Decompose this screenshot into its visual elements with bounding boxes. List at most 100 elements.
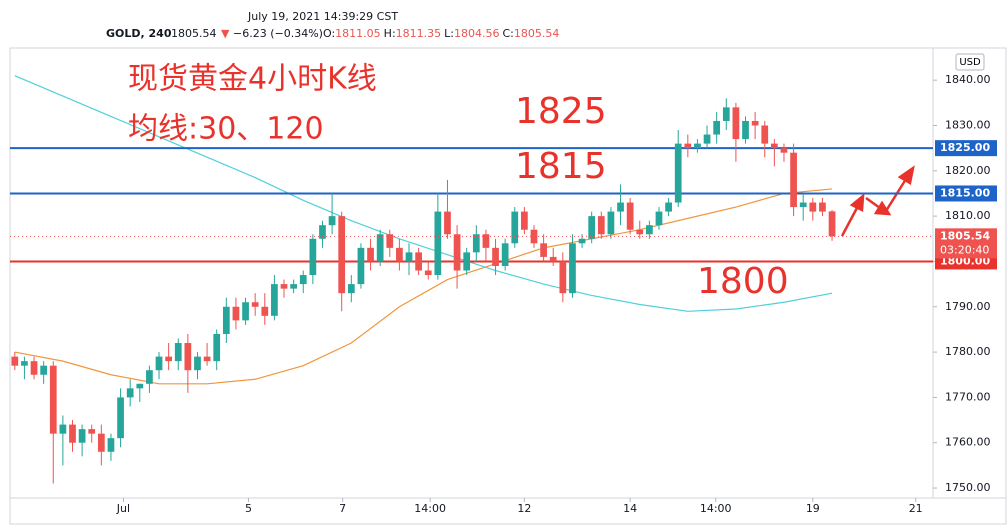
candle-body [97,433,105,452]
candle-body [11,356,19,366]
candle-body [328,216,336,226]
candle-body [146,370,153,384]
ohlc-label: C: [502,27,514,40]
change-arrow: ▼ [221,27,230,40]
candle-body [136,383,144,389]
datetime: July 19, 2021 14:39:29 CST [248,10,399,23]
frame [9,47,1007,525]
y-tick-label: 1820.00 [945,164,991,177]
annotation: 1815 [515,146,607,187]
ohlc-value: 1811.35 [395,27,442,40]
candle-body [309,238,317,276]
candle-body [482,234,490,248]
x-tick-label: 19 [806,502,820,515]
candle-body [761,125,769,144]
candle-body [751,120,759,126]
y-tick-label: 1780.00 [945,345,991,358]
arrow-1-head [849,193,865,212]
candle-body [617,202,624,212]
candle-body [607,211,615,235]
candle-body [492,247,499,266]
candle-body [59,424,67,434]
level-tag [935,140,997,157]
candle-body [367,247,374,262]
arrow-1 [840,205,860,237]
currency: USD [959,57,981,68]
symbol: GOLD, 240 [106,27,172,40]
candle-body [290,284,297,289]
candle-body [530,229,538,244]
candle-body [742,120,749,140]
annotation: 现货黄金4小时K线 [128,62,377,97]
candle-body [828,211,836,237]
arrow-2 [865,196,881,210]
candle-body [30,361,38,375]
candle-body [242,302,249,321]
ohlc-value: 1804.56 [454,27,500,40]
candle-body [203,356,211,362]
candle-body [626,202,634,230]
candle-body [347,284,355,294]
candle-body [213,333,221,362]
annotation: 1800 [697,261,789,302]
candle-body [165,356,173,362]
candle-body [780,148,788,153]
arrow-3-head [897,165,915,185]
x-tick-label: 21 [909,502,923,515]
candle-body [597,216,605,235]
candle-body [396,247,403,262]
candle-body [559,261,567,294]
candle-body [636,229,644,235]
level-label: 1815.00 [940,186,990,199]
candle-body [184,343,192,371]
ohlc-value: 1805.54 [513,27,560,40]
candle-body [299,275,307,285]
price: 1805.54 [171,27,217,40]
candle-body [790,152,797,208]
ohlc-label: L: [444,27,454,40]
candle-body [463,252,471,271]
candle-body [69,424,76,443]
candle-body [251,302,259,307]
candle-body [770,143,778,149]
candle-body [549,256,557,262]
candle-body [511,211,519,244]
candle-body [588,216,596,239]
x-tick-label: 14 [623,502,637,515]
candle-body [655,211,663,226]
candle-body [155,356,163,371]
candle-body [357,247,365,285]
candle-body [194,356,201,371]
candle-body [40,365,48,375]
x-tick-label: 12 [517,502,531,515]
candle-body [222,306,230,334]
level-tag [935,185,997,202]
y-tick-label: 1770.00 [945,390,991,403]
candle-body [280,284,288,289]
x-tick-label: 7 [339,502,346,515]
candle-body [722,107,730,121]
ohlc-label: O: [323,27,336,40]
arrows [840,165,915,237]
candle-body [261,306,269,316]
candle-body [521,211,528,230]
ohlc: O:1811.05 H:1811.35 L:1804.56 C:1805.54 [323,27,562,40]
ohlc-value: 1811.05 [335,27,381,40]
candle-body [569,243,576,294]
candle-body [78,429,86,443]
moving-average [14,75,833,312]
candle-body [444,211,451,235]
candle-body [684,143,692,149]
last-price-label: 1805.54 [940,229,990,242]
candle-body [453,234,461,271]
candle-body [386,234,394,248]
candle-body [424,270,432,276]
y-tick-label: 1840.00 [945,73,991,86]
x-tick-label: 14:00 [700,502,732,515]
candle-body [732,107,740,140]
candle-body [21,361,28,366]
y-tick-label: 1810.00 [945,209,991,222]
candle-body [665,202,672,212]
candle-body [338,216,346,294]
